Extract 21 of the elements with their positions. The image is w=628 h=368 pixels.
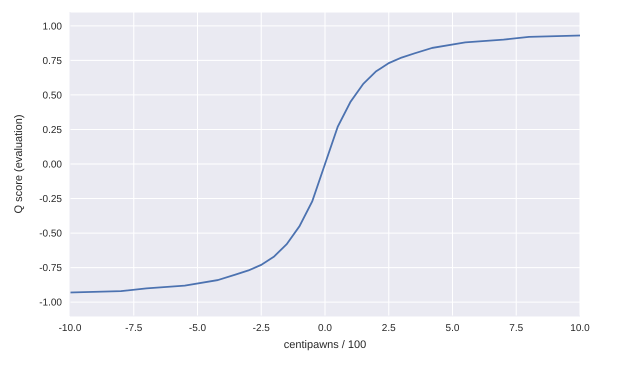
y-axis-title: Q score (evaluation): [12, 114, 25, 214]
line-series: [70, 34, 580, 294]
y-tick-label: 1.00: [42, 21, 62, 32]
y-tick-label: 0.00: [42, 160, 62, 171]
x-tick-label: 10.0: [570, 323, 590, 334]
x-tick-label: -10.0: [58, 323, 82, 334]
y-tick-label: -1.00: [39, 298, 62, 309]
y-tick-label: -0.75: [39, 263, 62, 274]
x-tick-label: 0.0: [318, 323, 332, 334]
x-tick-label: -2.5: [252, 323, 270, 334]
x-tick-label: 5.0: [446, 323, 460, 334]
y-tick-label: -0.50: [39, 228, 62, 240]
x-tick-label: -7.5: [125, 323, 143, 334]
y-tick-label: 0.25: [42, 125, 62, 136]
y-tick-label: 0.75: [42, 56, 62, 67]
x-tick-label: -5.0: [188, 323, 207, 334]
x-tick-label: 2.5: [382, 323, 396, 334]
y-tick-label: 0.50: [42, 90, 62, 102]
y-tick-label: -0.25: [39, 194, 62, 206]
x-axis-title: centipawns / 100: [284, 339, 366, 351]
x-tick-label: 7.5: [509, 323, 524, 334]
